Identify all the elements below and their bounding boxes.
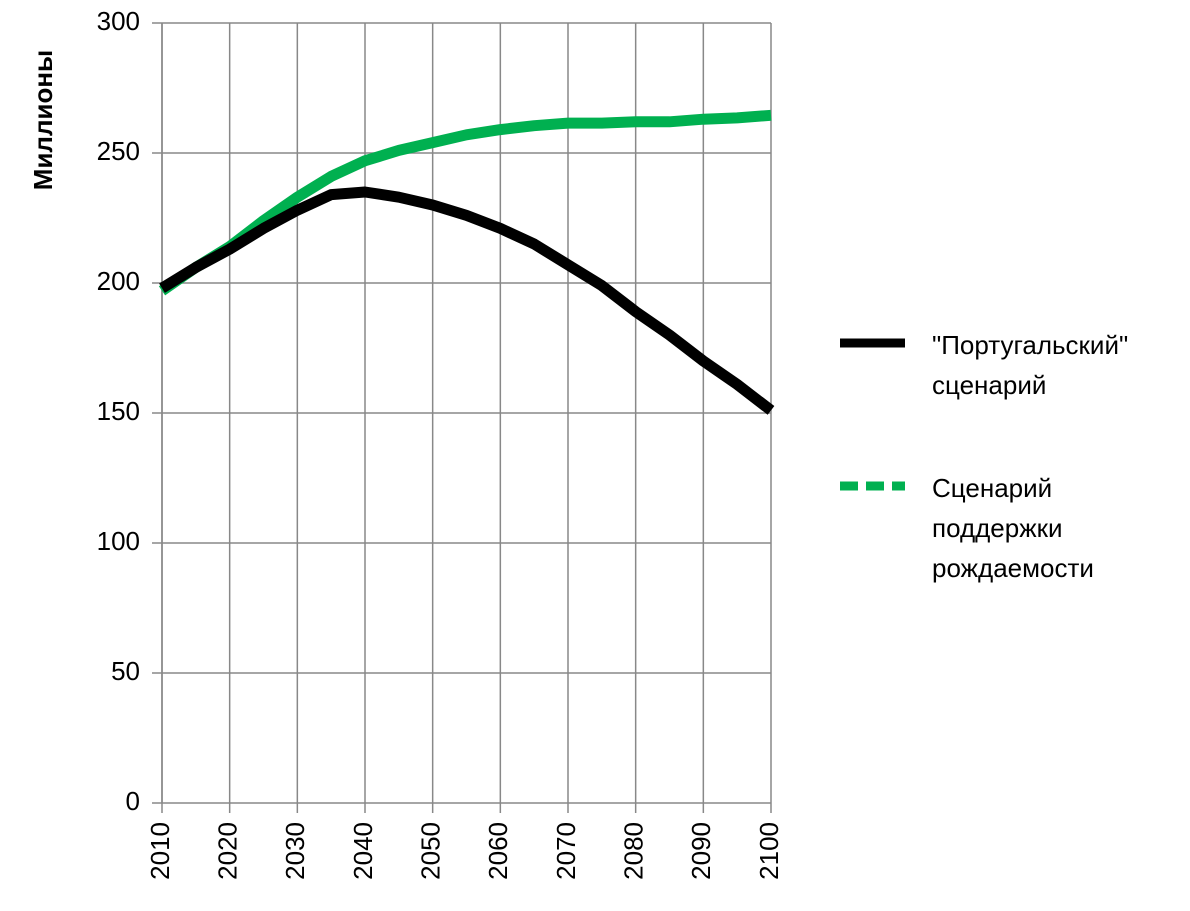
legend-label: "Португальский" сценарий bbox=[932, 330, 1129, 400]
x-tick-label: 2060 bbox=[483, 822, 513, 880]
y-tick-label: 250 bbox=[97, 136, 140, 166]
y-tick-label: 150 bbox=[97, 396, 140, 426]
y-axis-label: Миллионы bbox=[28, 50, 58, 190]
y-tick-label: 300 bbox=[97, 6, 140, 36]
x-tick-label: 2100 bbox=[754, 822, 784, 880]
x-tick-label: 2070 bbox=[551, 822, 581, 880]
x-tick-label: 2010 bbox=[145, 822, 175, 880]
y-tick-label: 200 bbox=[97, 266, 140, 296]
x-tick-label: 2080 bbox=[619, 822, 649, 880]
y-tick-label: 0 bbox=[126, 786, 140, 816]
x-tick-label: 2040 bbox=[348, 822, 378, 880]
y-tick-label: 100 bbox=[97, 526, 140, 556]
legend-label: Сценарий поддержки рождаемости bbox=[932, 473, 1094, 583]
y-tick-label: 50 bbox=[111, 656, 140, 686]
x-tick-label: 2050 bbox=[416, 822, 446, 880]
x-tick-label: 2020 bbox=[213, 822, 243, 880]
x-tick-label: 2090 bbox=[686, 822, 716, 880]
series-line bbox=[159, 186, 775, 415]
series-line bbox=[158, 109, 772, 296]
x-tick-label: 2030 bbox=[280, 822, 310, 880]
